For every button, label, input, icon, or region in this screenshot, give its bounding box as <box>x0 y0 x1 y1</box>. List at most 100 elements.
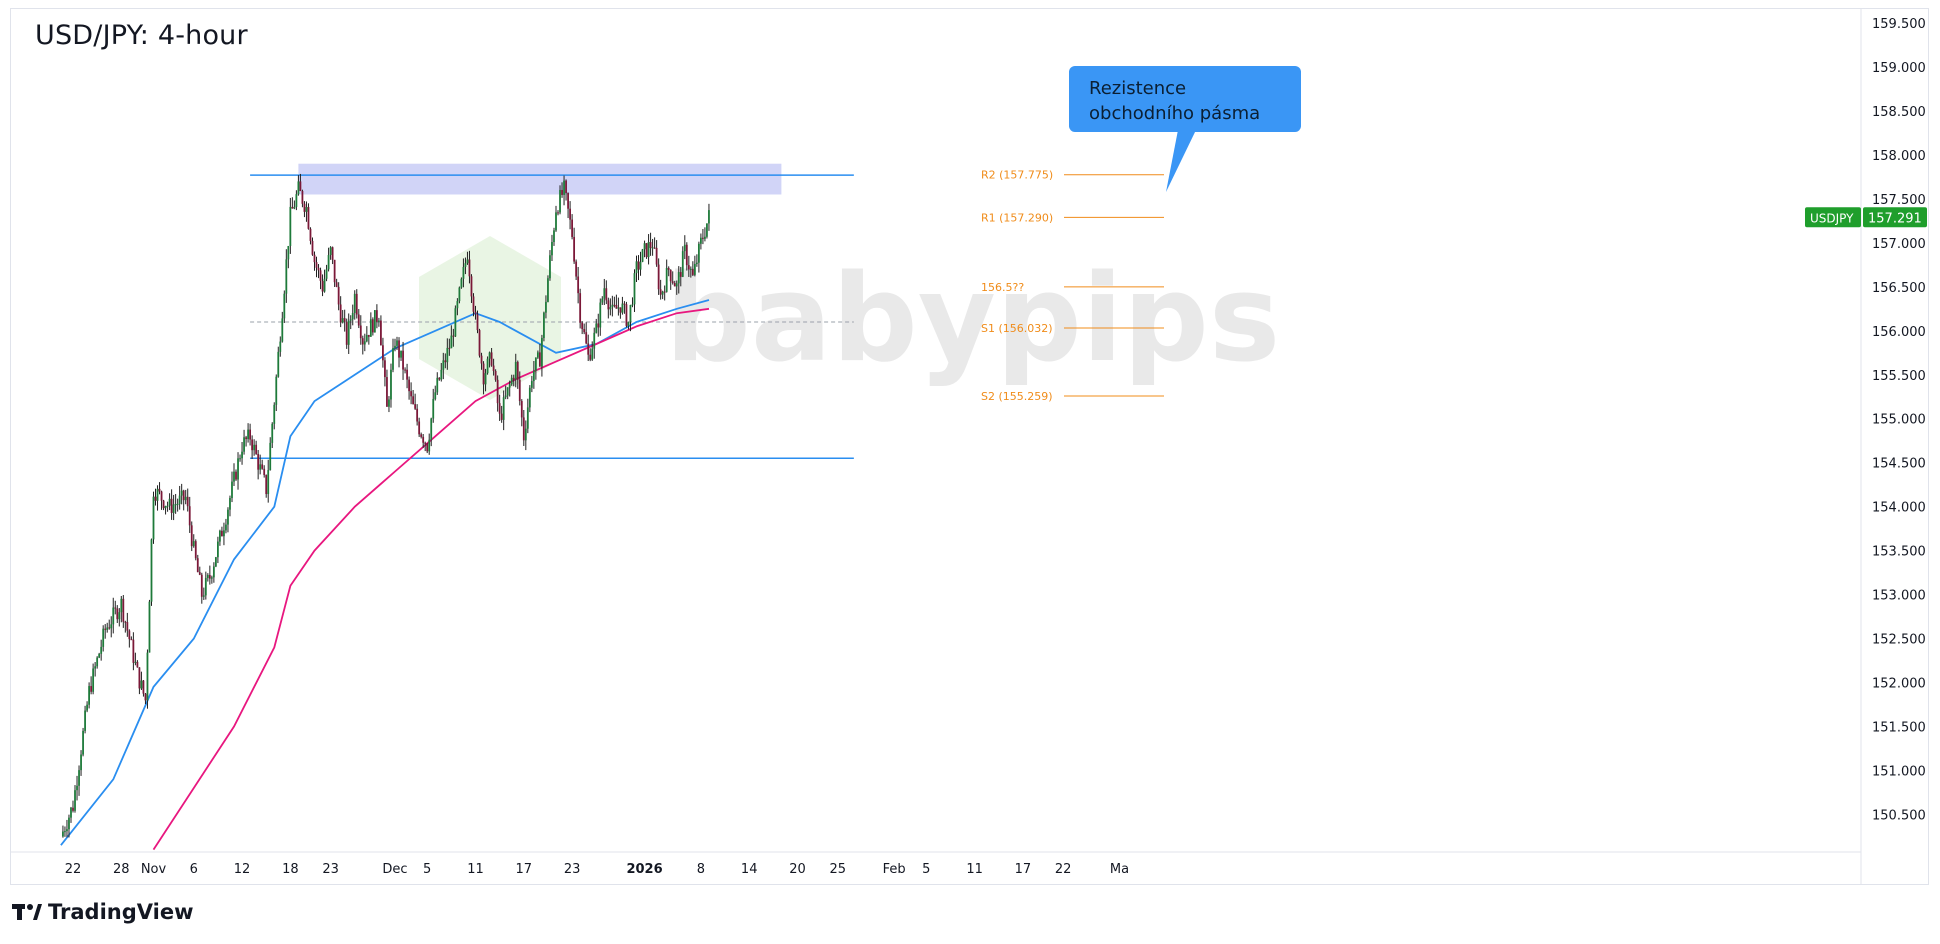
y-tick-label-6: 156.500 <box>1872 281 1926 296</box>
candle-body-88 <box>239 458 241 460</box>
candle-body-281 <box>627 321 630 326</box>
candle-body-79 <box>221 530 223 537</box>
candle-body-222 <box>508 384 511 388</box>
candle-body-309 <box>683 244 686 252</box>
candle-body-261 <box>587 343 590 355</box>
y-tick-label-3: 158.000 <box>1872 149 1926 164</box>
y-tick-label-17: 151.000 <box>1872 764 1926 779</box>
candle-body-99 <box>261 464 264 469</box>
candle-body-247 <box>559 189 561 213</box>
candle-body-60 <box>182 490 185 501</box>
candle-body-2 <box>66 829 68 832</box>
candle-body-235 <box>534 357 537 371</box>
candle-body-312 <box>689 268 692 270</box>
candle-body-12 <box>86 704 88 711</box>
y-tick-label-11: 154.000 <box>1872 501 1926 516</box>
candle-body-226 <box>516 361 519 380</box>
candle-body-77 <box>217 541 219 558</box>
candle-body-164 <box>392 348 394 370</box>
candle-body-8 <box>78 770 80 786</box>
candle-body-17 <box>96 657 99 667</box>
candle-body-290 <box>645 243 648 258</box>
symbol-badge[interactable] <box>1805 207 1861 228</box>
candle-body-296 <box>657 264 660 290</box>
candle-body-30 <box>122 598 125 622</box>
candle-body-206 <box>476 314 479 331</box>
candle-body-246 <box>557 212 559 214</box>
candle-body-287 <box>639 261 642 270</box>
candle-body-229 <box>522 417 525 441</box>
candle-body-110 <box>283 293 286 319</box>
candle-body-33 <box>128 630 131 640</box>
candle-body-132 <box>327 255 330 270</box>
candle-body-118 <box>299 181 302 191</box>
candle-body-124 <box>311 240 314 255</box>
candle-body-236 <box>536 352 539 358</box>
candle-body-9 <box>80 754 82 771</box>
candle-body-165 <box>394 345 396 349</box>
candle-body-162 <box>388 399 390 407</box>
candle-body-231 <box>526 407 529 429</box>
candle-body-293 <box>651 247 654 249</box>
candle-body-276 <box>617 307 620 309</box>
candle-body-295 <box>655 247 658 265</box>
candle-body-86 <box>235 471 237 480</box>
y-tick-label-7: 156.000 <box>1872 325 1926 340</box>
y-tick-label-9: 155.000 <box>1872 413 1926 428</box>
candle-body-277 <box>619 307 622 313</box>
candle-body-234 <box>532 370 535 382</box>
candle-body-75 <box>212 566 215 578</box>
x-tick-label-11: 23 <box>564 862 581 877</box>
tradingview-logo[interactable]: TradingView <box>12 900 193 924</box>
x-tick-label-4: 12 <box>234 862 251 877</box>
candle-body-197 <box>458 287 461 302</box>
candle-body-280 <box>625 304 628 326</box>
pivot-label-1: R1 (157.290) <box>981 211 1053 224</box>
candle-body-119 <box>301 190 304 204</box>
candle-body-141 <box>345 321 348 345</box>
y-tick-label-18: 150.500 <box>1872 808 1926 823</box>
x-tick-label-21: 22 <box>1055 862 1072 877</box>
candle-body-275 <box>615 305 618 309</box>
candle-body-24 <box>110 624 113 629</box>
candle-body-182 <box>428 439 431 452</box>
candle-body-105 <box>273 404 276 424</box>
candle-body-67 <box>196 558 199 573</box>
candle-body-263 <box>591 348 594 360</box>
candle-body-31 <box>124 621 127 623</box>
candle-body-130 <box>323 278 326 292</box>
candle-body-256 <box>577 276 580 294</box>
y-tick-label-5: 157.000 <box>1872 237 1926 252</box>
candle-body-179 <box>422 436 425 443</box>
candle-body-170 <box>404 369 406 371</box>
candle-body-224 <box>512 377 515 380</box>
candle-body-133 <box>329 247 332 256</box>
last-price-badge[interactable] <box>1863 207 1927 228</box>
candle-body-153 <box>369 319 372 337</box>
candle-body-242 <box>549 255 551 279</box>
candle-body-175 <box>414 404 417 409</box>
candle-body-269 <box>603 288 606 299</box>
candle-body-54 <box>170 498 173 513</box>
candle-body-136 <box>335 282 338 287</box>
candle-body-204 <box>472 296 475 312</box>
candle-body-251 <box>567 193 569 209</box>
candle-body-159 <box>382 345 384 361</box>
candle-body-158 <box>380 320 382 346</box>
candle-body-7 <box>76 785 78 791</box>
candle-body-214 <box>492 365 495 372</box>
candle-body-250 <box>565 180 567 194</box>
candle-body-284 <box>633 273 636 305</box>
candle-body-264 <box>593 332 596 349</box>
candle-body-73 <box>208 575 211 579</box>
candle-body-301 <box>667 267 670 270</box>
x-tick-label-18: 5 <box>922 862 930 877</box>
candle-body-245 <box>555 212 557 231</box>
candle-body-40 <box>142 680 145 694</box>
candle-body-142 <box>347 320 350 345</box>
candle-body-173 <box>410 391 412 397</box>
candle-body-230 <box>524 428 527 441</box>
candle-body-80 <box>223 530 225 537</box>
candle-body-311 <box>687 265 690 270</box>
